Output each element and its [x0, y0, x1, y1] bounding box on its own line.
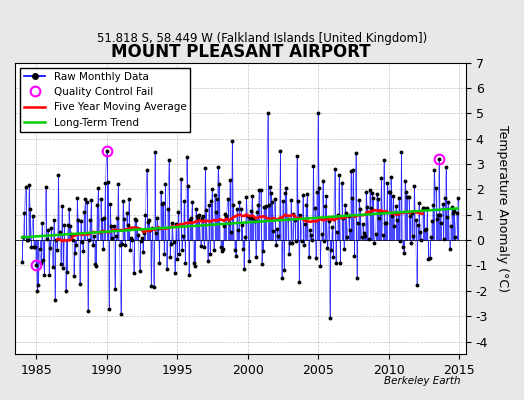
Title: MOUNT PLEASANT AIRPORT: MOUNT PLEASANT AIRPORT — [111, 43, 370, 61]
Y-axis label: Temperature Anomaly (°C): Temperature Anomaly (°C) — [496, 125, 509, 292]
Text: Berkeley Earth: Berkeley Earth — [385, 376, 461, 386]
Legend: Raw Monthly Data, Quality Control Fail, Five Year Moving Average, Long-Term Tren: Raw Monthly Data, Quality Control Fail, … — [20, 68, 190, 132]
Text: 51.818 S, 58.449 W (Falkland Islands [United Kingdom]): 51.818 S, 58.449 W (Falkland Islands [Un… — [97, 32, 427, 45]
